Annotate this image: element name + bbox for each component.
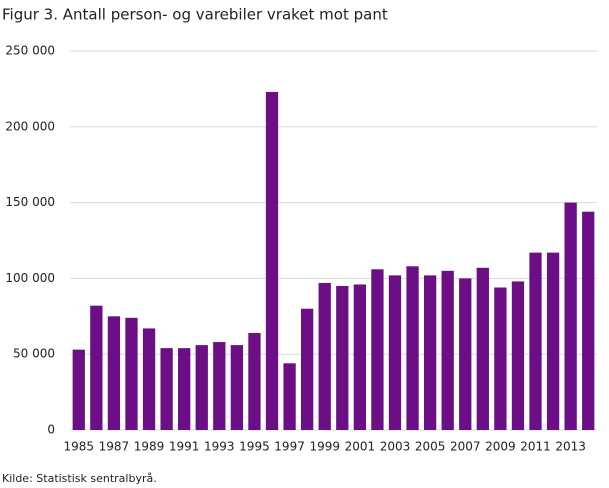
bar bbox=[441, 270, 454, 430]
bar bbox=[90, 305, 103, 430]
y-tick-label: 50 000 bbox=[13, 347, 55, 361]
x-tick-label: 1987 bbox=[99, 440, 130, 454]
bar bbox=[107, 316, 121, 430]
x-tick-label: 1993 bbox=[204, 440, 235, 454]
bar bbox=[459, 278, 472, 430]
x-tick-label: 1997 bbox=[274, 440, 305, 454]
bar bbox=[406, 266, 419, 430]
x-tick-label: 1995 bbox=[239, 440, 270, 454]
x-tick-label: 2009 bbox=[485, 440, 516, 454]
bar bbox=[160, 348, 173, 430]
bar bbox=[336, 285, 349, 430]
bar bbox=[301, 308, 314, 430]
bar bbox=[423, 275, 437, 430]
x-tick-label: 2003 bbox=[380, 440, 411, 454]
bar bbox=[371, 269, 384, 430]
bar bbox=[582, 211, 595, 430]
bar bbox=[230, 345, 244, 430]
y-tick-label: 100 000 bbox=[5, 271, 55, 285]
bar bbox=[283, 363, 296, 430]
bar bbox=[511, 281, 525, 430]
bar bbox=[213, 342, 226, 430]
y-tick-label: 150 000 bbox=[5, 195, 55, 209]
x-tick-label: 2005 bbox=[415, 440, 446, 454]
bar bbox=[529, 252, 542, 430]
bar bbox=[265, 91, 279, 430]
x-tick-label: 2013 bbox=[555, 440, 586, 454]
bar bbox=[546, 252, 560, 430]
y-tick-label: 250 000 bbox=[5, 44, 55, 58]
x-tick-label: 2011 bbox=[520, 440, 551, 454]
chart-title: Figur 3. Antall person- og varebiler vra… bbox=[2, 6, 388, 24]
x-tick-label: 1985 bbox=[64, 440, 95, 454]
bar bbox=[178, 348, 191, 430]
bar bbox=[318, 282, 331, 430]
x-tick-label: 1989 bbox=[134, 440, 165, 454]
bar bbox=[142, 328, 156, 430]
bar bbox=[388, 275, 402, 430]
bar bbox=[72, 349, 85, 430]
x-tick-label: 1991 bbox=[169, 440, 200, 454]
bar bbox=[248, 332, 261, 430]
bar bbox=[476, 267, 489, 430]
y-tick-label: 200 000 bbox=[5, 119, 55, 133]
x-tick-label: 2001 bbox=[345, 440, 376, 454]
bar bbox=[125, 317, 138, 430]
y-tick-label: 0 bbox=[47, 423, 55, 437]
bar bbox=[195, 345, 208, 430]
bar bbox=[353, 284, 366, 430]
x-tick-label: 1999 bbox=[309, 440, 340, 454]
x-tick-label: 2007 bbox=[450, 440, 481, 454]
bar bbox=[564, 202, 577, 430]
bar bbox=[494, 287, 507, 430]
chart-source: Kilde: Statistisk sentralbyrå. bbox=[2, 472, 157, 485]
